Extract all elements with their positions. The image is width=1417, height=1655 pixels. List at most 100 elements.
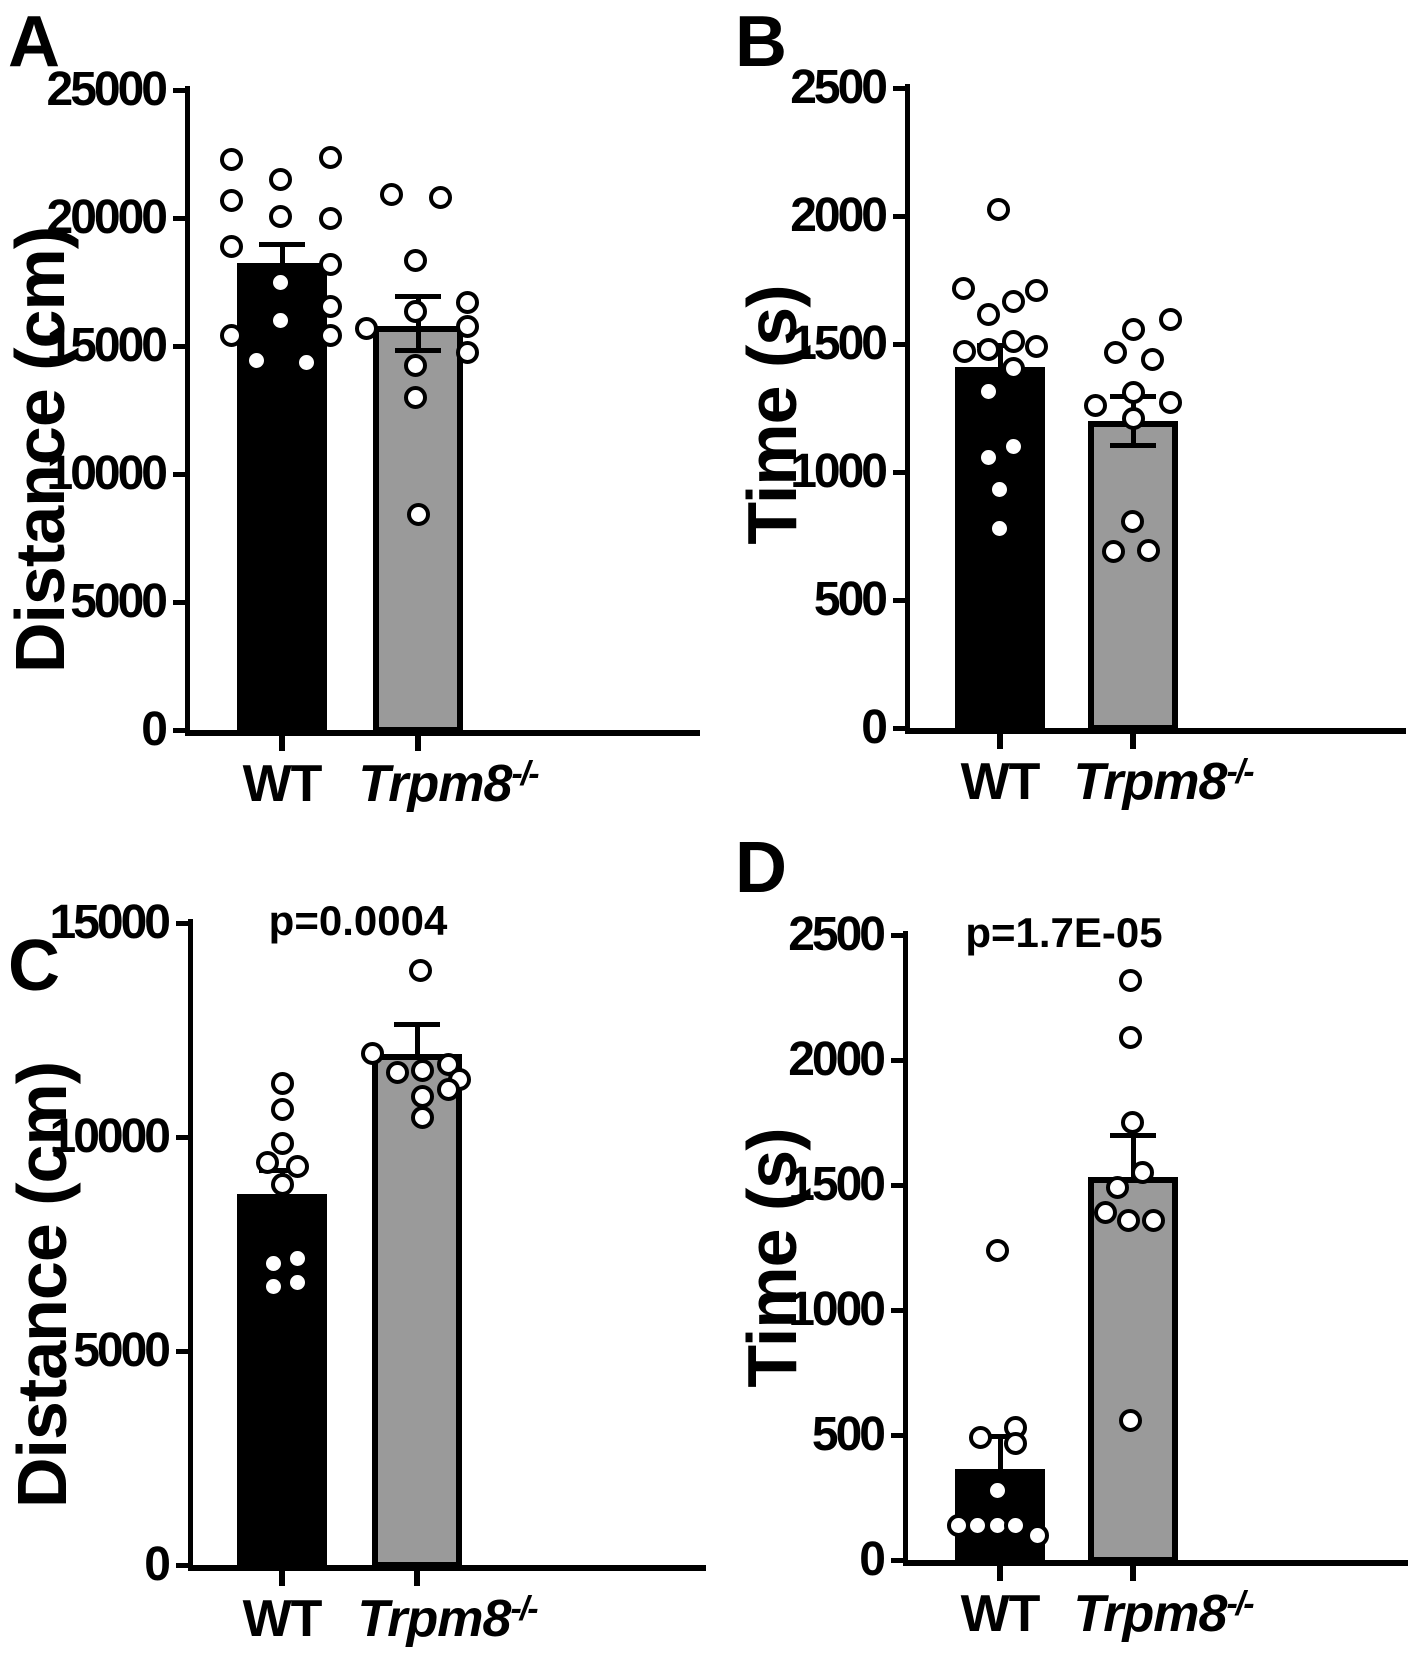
data-point [428, 186, 452, 210]
x-label-trpm8: Trpm8-/- [358, 757, 539, 810]
data-point [1003, 1432, 1027, 1456]
x-tick [279, 1571, 285, 1586]
error-bar-stem [416, 326, 421, 351]
data-point [1001, 356, 1025, 380]
data-point [976, 446, 1000, 470]
data-point [406, 503, 430, 527]
data-point [951, 277, 975, 301]
panel-letter-A: A [8, 2, 60, 82]
y-tick [173, 216, 185, 221]
y-tick-label: 20000 [46, 191, 168, 244]
data-point [1120, 1111, 1144, 1134]
y-tick [893, 470, 905, 475]
error-bar-cap [395, 348, 441, 354]
y-tick [173, 728, 185, 733]
data-point [219, 324, 243, 348]
data-point [408, 958, 432, 982]
data-point [360, 1042, 384, 1066]
data-point [385, 1061, 409, 1085]
data-point [294, 351, 318, 375]
x-label-text: Trpm8 [357, 1590, 511, 1648]
data-point [318, 146, 342, 170]
y-tick-label: 0 [144, 1538, 171, 1591]
y-tick-label: 15000 [46, 319, 168, 372]
x-axis [185, 730, 700, 736]
data-point [1118, 1408, 1142, 1432]
data-point [318, 324, 342, 348]
data-point [410, 1084, 434, 1108]
y-axis [185, 86, 190, 736]
data-point [987, 478, 1011, 502]
x-tick [997, 734, 1003, 749]
data-point [1116, 1208, 1140, 1232]
y-tick-label: 500 [811, 1408, 886, 1461]
x-label-trpm8: Trpm8-/- [1073, 753, 1254, 811]
error-bar-cap [977, 343, 1023, 349]
error-bar-stem [415, 1023, 420, 1054]
data-point [985, 1478, 1009, 1502]
x-label-text: Trpm8 [1073, 753, 1227, 811]
x-label-text: WT [242, 755, 323, 813]
data-point [968, 1426, 992, 1449]
error-bar-stem [280, 244, 285, 264]
data-point [270, 1072, 294, 1095]
bar-trpm8 [372, 1053, 462, 1568]
data-point [1121, 406, 1145, 430]
y-tick-label: 2000 [788, 1033, 886, 1086]
x-label-superscript: -/- [1226, 753, 1254, 791]
y-tick-label: 1500 [790, 317, 888, 370]
data-point [255, 1151, 279, 1175]
data-point [379, 183, 403, 207]
x-label-text: WT [242, 1590, 323, 1648]
y-tick-label: 5000 [70, 575, 168, 628]
y-tick [176, 1135, 188, 1140]
data-point [455, 315, 479, 339]
y-tick [173, 472, 185, 477]
data-point [1001, 329, 1025, 353]
error-bar-stem [998, 345, 1003, 368]
y-tick [173, 88, 185, 93]
y-tick-label: 15000 [49, 896, 171, 949]
error-bar-cap [1110, 1132, 1156, 1138]
x-tick [414, 1571, 420, 1586]
data-point [285, 1247, 309, 1271]
y-tick-label: 5000 [73, 1324, 171, 1377]
x-tick [279, 736, 285, 751]
y-tick-label: 1000 [790, 445, 888, 498]
y-tick [891, 1433, 903, 1438]
y-tick [893, 214, 905, 219]
data-point [403, 248, 427, 272]
data-point [1118, 968, 1142, 992]
data-point [986, 198, 1010, 222]
data-point [244, 348, 268, 372]
y-tick [893, 598, 905, 603]
data-point [976, 303, 1000, 327]
y-tick [891, 1558, 903, 1563]
data-point [1158, 391, 1182, 415]
panel-letter-D: D [735, 828, 787, 908]
y-tick-label: 1500 [788, 1158, 886, 1211]
bar-wt [237, 263, 327, 733]
y-tick [173, 344, 185, 349]
y-tick [173, 600, 185, 605]
p-value-label: p=1.7E-05 [965, 909, 1163, 956]
error-bar-cap [259, 242, 305, 248]
y-tick-label: 2000 [790, 189, 888, 242]
x-axis [188, 1565, 706, 1571]
error-bar-cap [259, 1167, 305, 1173]
x-tick [1130, 1566, 1136, 1581]
error-bar-cap [977, 1434, 1023, 1440]
bar-wt [955, 367, 1045, 731]
y-tick [176, 1563, 188, 1568]
y-tick-label: 0 [859, 1533, 886, 1586]
x-tick [415, 736, 421, 751]
data-point [1105, 1176, 1129, 1199]
error-bar-stem [1131, 420, 1136, 446]
panel-letter-C: C [8, 926, 60, 1006]
x-label-trpm8: Trpm8-/- [1073, 1587, 1254, 1640]
x-label-text: WT [960, 753, 1041, 811]
y-tick-label: 0 [861, 701, 888, 754]
error-bar-cap [395, 294, 441, 300]
data-point [1140, 347, 1164, 371]
x-label-wt: WT [961, 1588, 1041, 1640]
